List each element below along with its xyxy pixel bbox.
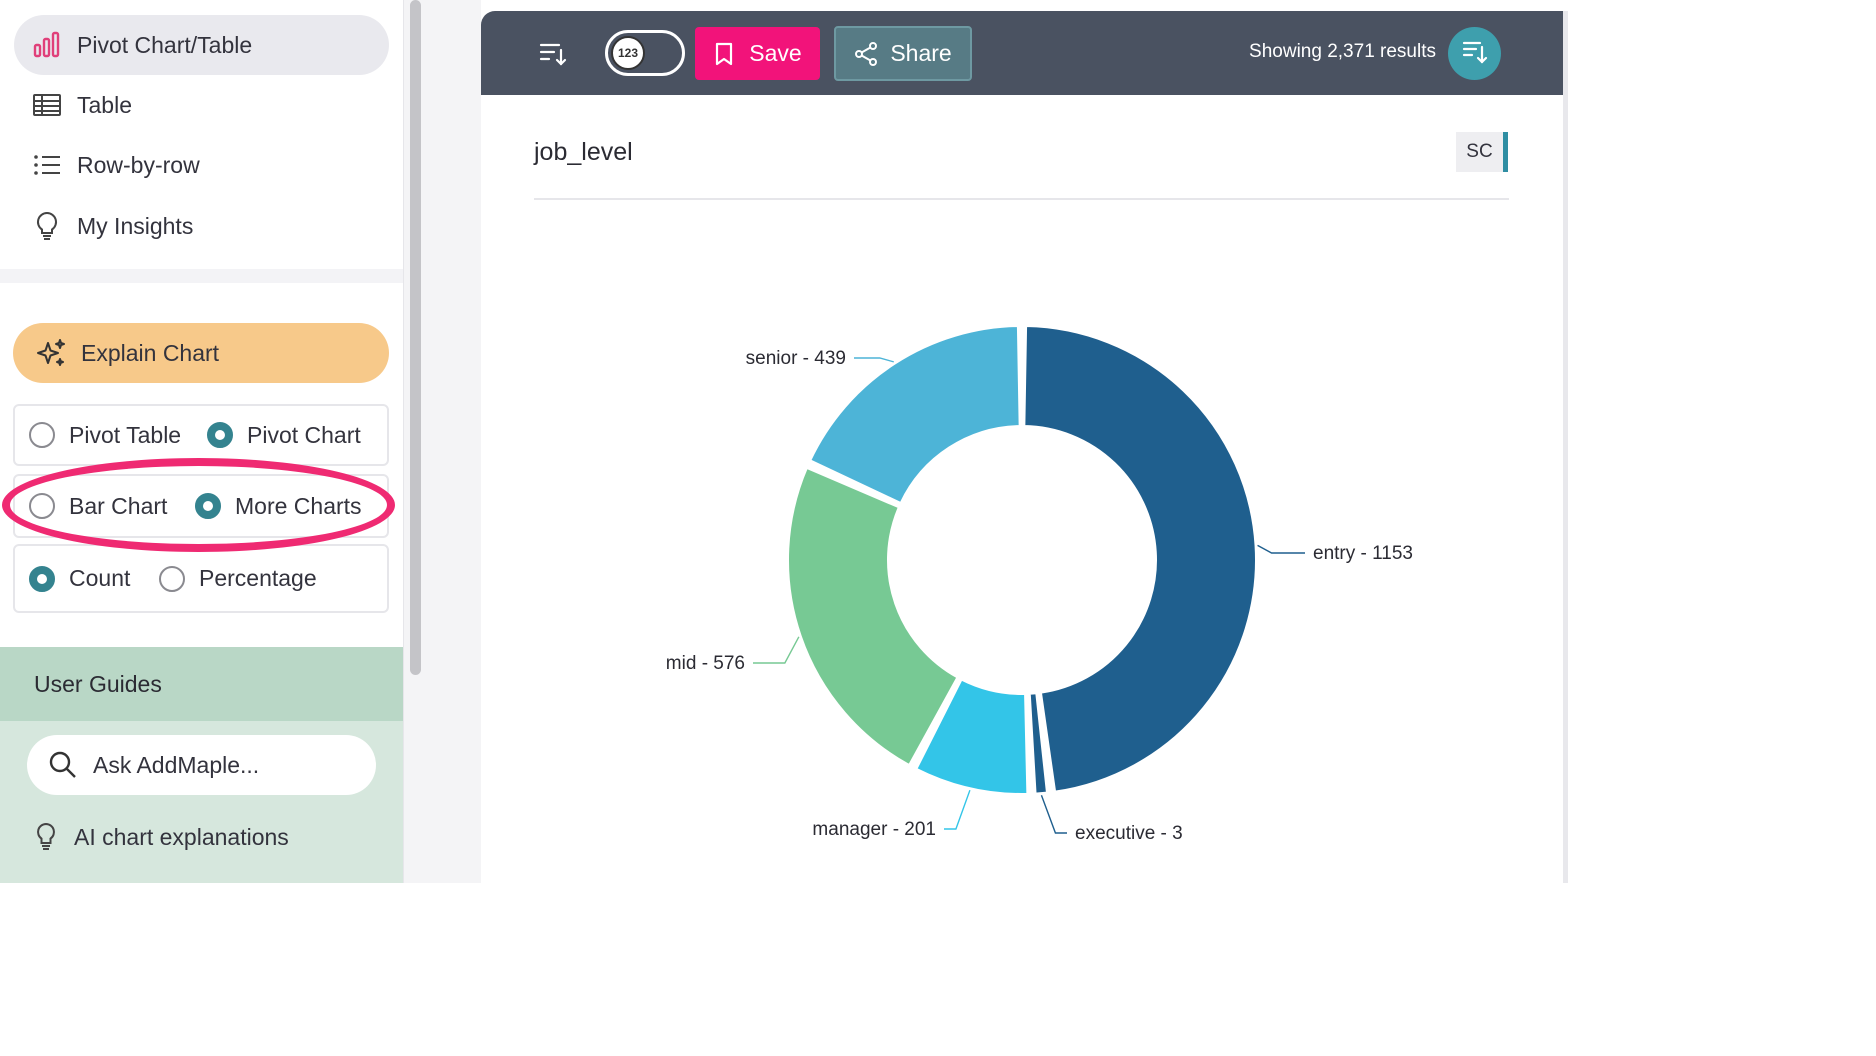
table-icon <box>32 90 62 120</box>
search-placeholder: Ask AddMaple... <box>93 751 260 778</box>
radio-dot <box>29 493 55 519</box>
lightbulb-icon <box>32 211 62 241</box>
sort-down-icon <box>1460 36 1490 71</box>
radio-dot <box>159 565 185 592</box>
share-icon <box>854 41 878 67</box>
value-mode-options: Count Percentage <box>13 544 389 613</box>
title-divider <box>534 198 1509 200</box>
explain-chart-button[interactable]: Explain Chart <box>13 323 389 383</box>
nav-item-table[interactable]: Table <box>14 75 389 135</box>
view-mode-options: Pivot Table Pivot Chart <box>13 404 389 466</box>
user-guides-panel: User Guides Ask AddMaple... AI chart exp… <box>0 647 403 883</box>
sort-icon[interactable] <box>537 37 569 69</box>
radio-pivot-chart[interactable]: Pivot Chart <box>207 422 361 449</box>
slice-entry[interactable] <box>1023 325 1257 793</box>
leader-line-executive <box>1040 794 1067 834</box>
radio-bar-chart[interactable]: Bar Chart <box>29 493 167 520</box>
sc-badge[interactable]: SC <box>1456 132 1503 172</box>
leader-line-mid <box>753 636 800 664</box>
slice-executive[interactable] <box>1028 692 1048 795</box>
list-icon <box>32 150 62 180</box>
panel-scrollbar[interactable] <box>1563 11 1568 883</box>
leader-line-manager <box>944 789 971 830</box>
chart-panel: 123 Save Share Showing 2,371 results <box>481 11 1568 883</box>
explain-chart-label: Explain Chart <box>81 339 220 366</box>
sc-badge-accent <box>1503 132 1508 172</box>
save-button[interactable]: Save <box>695 27 820 80</box>
ai-link-label: AI chart explanations <box>74 823 289 850</box>
ask-addmaple-search[interactable]: Ask AddMaple... <box>27 735 376 795</box>
share-button[interactable]: Share <box>834 26 972 81</box>
bookmark-icon <box>713 41 737 67</box>
toggle-knob: 123 <box>611 36 645 70</box>
slice-senior[interactable] <box>809 325 1021 504</box>
radio-label: Pivot Table <box>69 421 182 448</box>
nav-item-pivot-chart-table[interactable]: Pivot Chart/Table <box>14 15 389 75</box>
slice-mid[interactable] <box>787 466 959 767</box>
sort-results-button[interactable] <box>1448 27 1501 80</box>
content-gutter <box>426 0 481 883</box>
radio-label: Bar Chart <box>69 492 168 519</box>
results-count: Showing 2,371 results <box>1249 41 1436 62</box>
chart-title: job_level <box>534 138 633 166</box>
nav-label: Table <box>77 91 132 118</box>
data-label-mid: mid - 576 <box>666 653 745 674</box>
nav-label: Pivot Chart/Table <box>77 31 253 58</box>
chart-type-options: Bar Chart More Charts <box>13 474 389 538</box>
save-label: Save <box>749 40 802 66</box>
nav-label: My Insights <box>77 212 194 239</box>
leader-line-senior <box>854 357 894 363</box>
sidebar-scrollbar[interactable] <box>403 0 426 883</box>
radio-count[interactable]: Count <box>29 565 130 592</box>
radio-pivot-table[interactable]: Pivot Table <box>29 422 181 449</box>
radio-dot <box>29 422 55 448</box>
data-label-entry: entry - 1153 <box>1313 543 1413 564</box>
nav-item-row-by-row[interactable]: Row-by-row <box>14 135 389 195</box>
lightbulb-icon <box>34 821 60 853</box>
radio-label: Count <box>69 565 131 591</box>
radio-dot-selected <box>29 565 55 592</box>
bar-chart-icon <box>32 30 62 60</box>
nav-label: Row-by-row <box>77 151 200 178</box>
leader-line-entry <box>1257 544 1305 554</box>
radio-label: More Charts <box>235 492 362 519</box>
donut-chart: entry - 1153 executive - 3 manager - 201 mi… <box>666 325 1413 844</box>
ai-chart-explanations-link[interactable]: AI chart explanations <box>34 821 289 853</box>
slice-manager[interactable] <box>915 678 1029 795</box>
sidebar: Pivot Chart/Table Table Row-by-row My In… <box>0 0 403 883</box>
data-label-executive: executive - 3 <box>1075 823 1183 844</box>
radio-dot-selected <box>195 493 221 519</box>
data-label-manager: manager - 201 <box>812 819 936 840</box>
radio-percentage[interactable]: Percentage <box>159 565 317 592</box>
nav-item-my-insights[interactable]: My Insights <box>14 196 389 256</box>
search-icon <box>47 749 79 781</box>
user-guides-heading: User Guides <box>0 647 403 721</box>
data-label-senior: senior - 439 <box>746 348 846 369</box>
chart-toolbar: 123 Save Share Showing 2,371 results <box>481 11 1568 95</box>
radio-label: Pivot Chart <box>247 421 361 448</box>
radio-more-charts[interactable]: More Charts <box>195 493 362 520</box>
sparkles-icon <box>35 337 67 369</box>
radio-dot-selected <box>207 422 233 448</box>
radio-label: Percentage <box>199 565 317 591</box>
sidebar-divider <box>0 269 403 283</box>
number-format-toggle[interactable]: 123 <box>605 30 685 76</box>
share-label: Share <box>890 40 952 66</box>
scrollbar-thumb[interactable] <box>410 0 421 675</box>
